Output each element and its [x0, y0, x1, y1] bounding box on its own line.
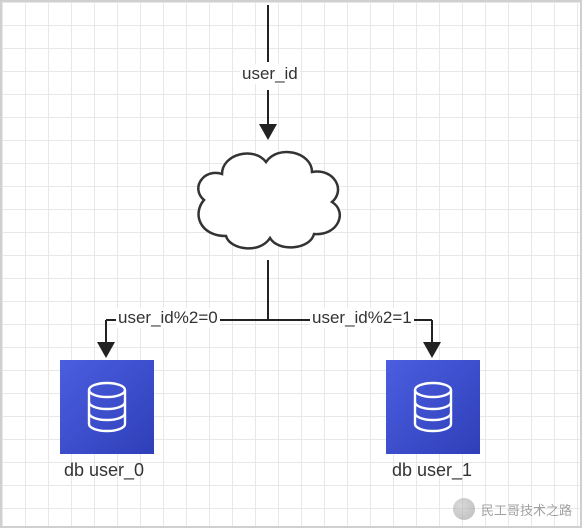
watermark-avatar-icon	[453, 498, 475, 520]
database-icon	[60, 360, 154, 454]
branch-right-label: user_id%2=1	[310, 308, 414, 328]
db-node-right	[386, 360, 480, 454]
watermark: 民工哥技术之路	[453, 498, 572, 520]
db-left-label: db user_0	[64, 460, 144, 481]
input-label: user_id	[240, 64, 300, 84]
database-icon	[386, 360, 480, 454]
db-right-label: db user_1	[392, 460, 472, 481]
db-node-left	[60, 360, 154, 454]
cloud-node	[182, 140, 354, 264]
watermark-text: 民工哥技术之路	[481, 500, 572, 519]
branch-left-label: user_id%2=0	[116, 308, 220, 328]
diagram-canvas: user_id user_id%2=0 user_id%2=1 db user_…	[0, 0, 582, 528]
